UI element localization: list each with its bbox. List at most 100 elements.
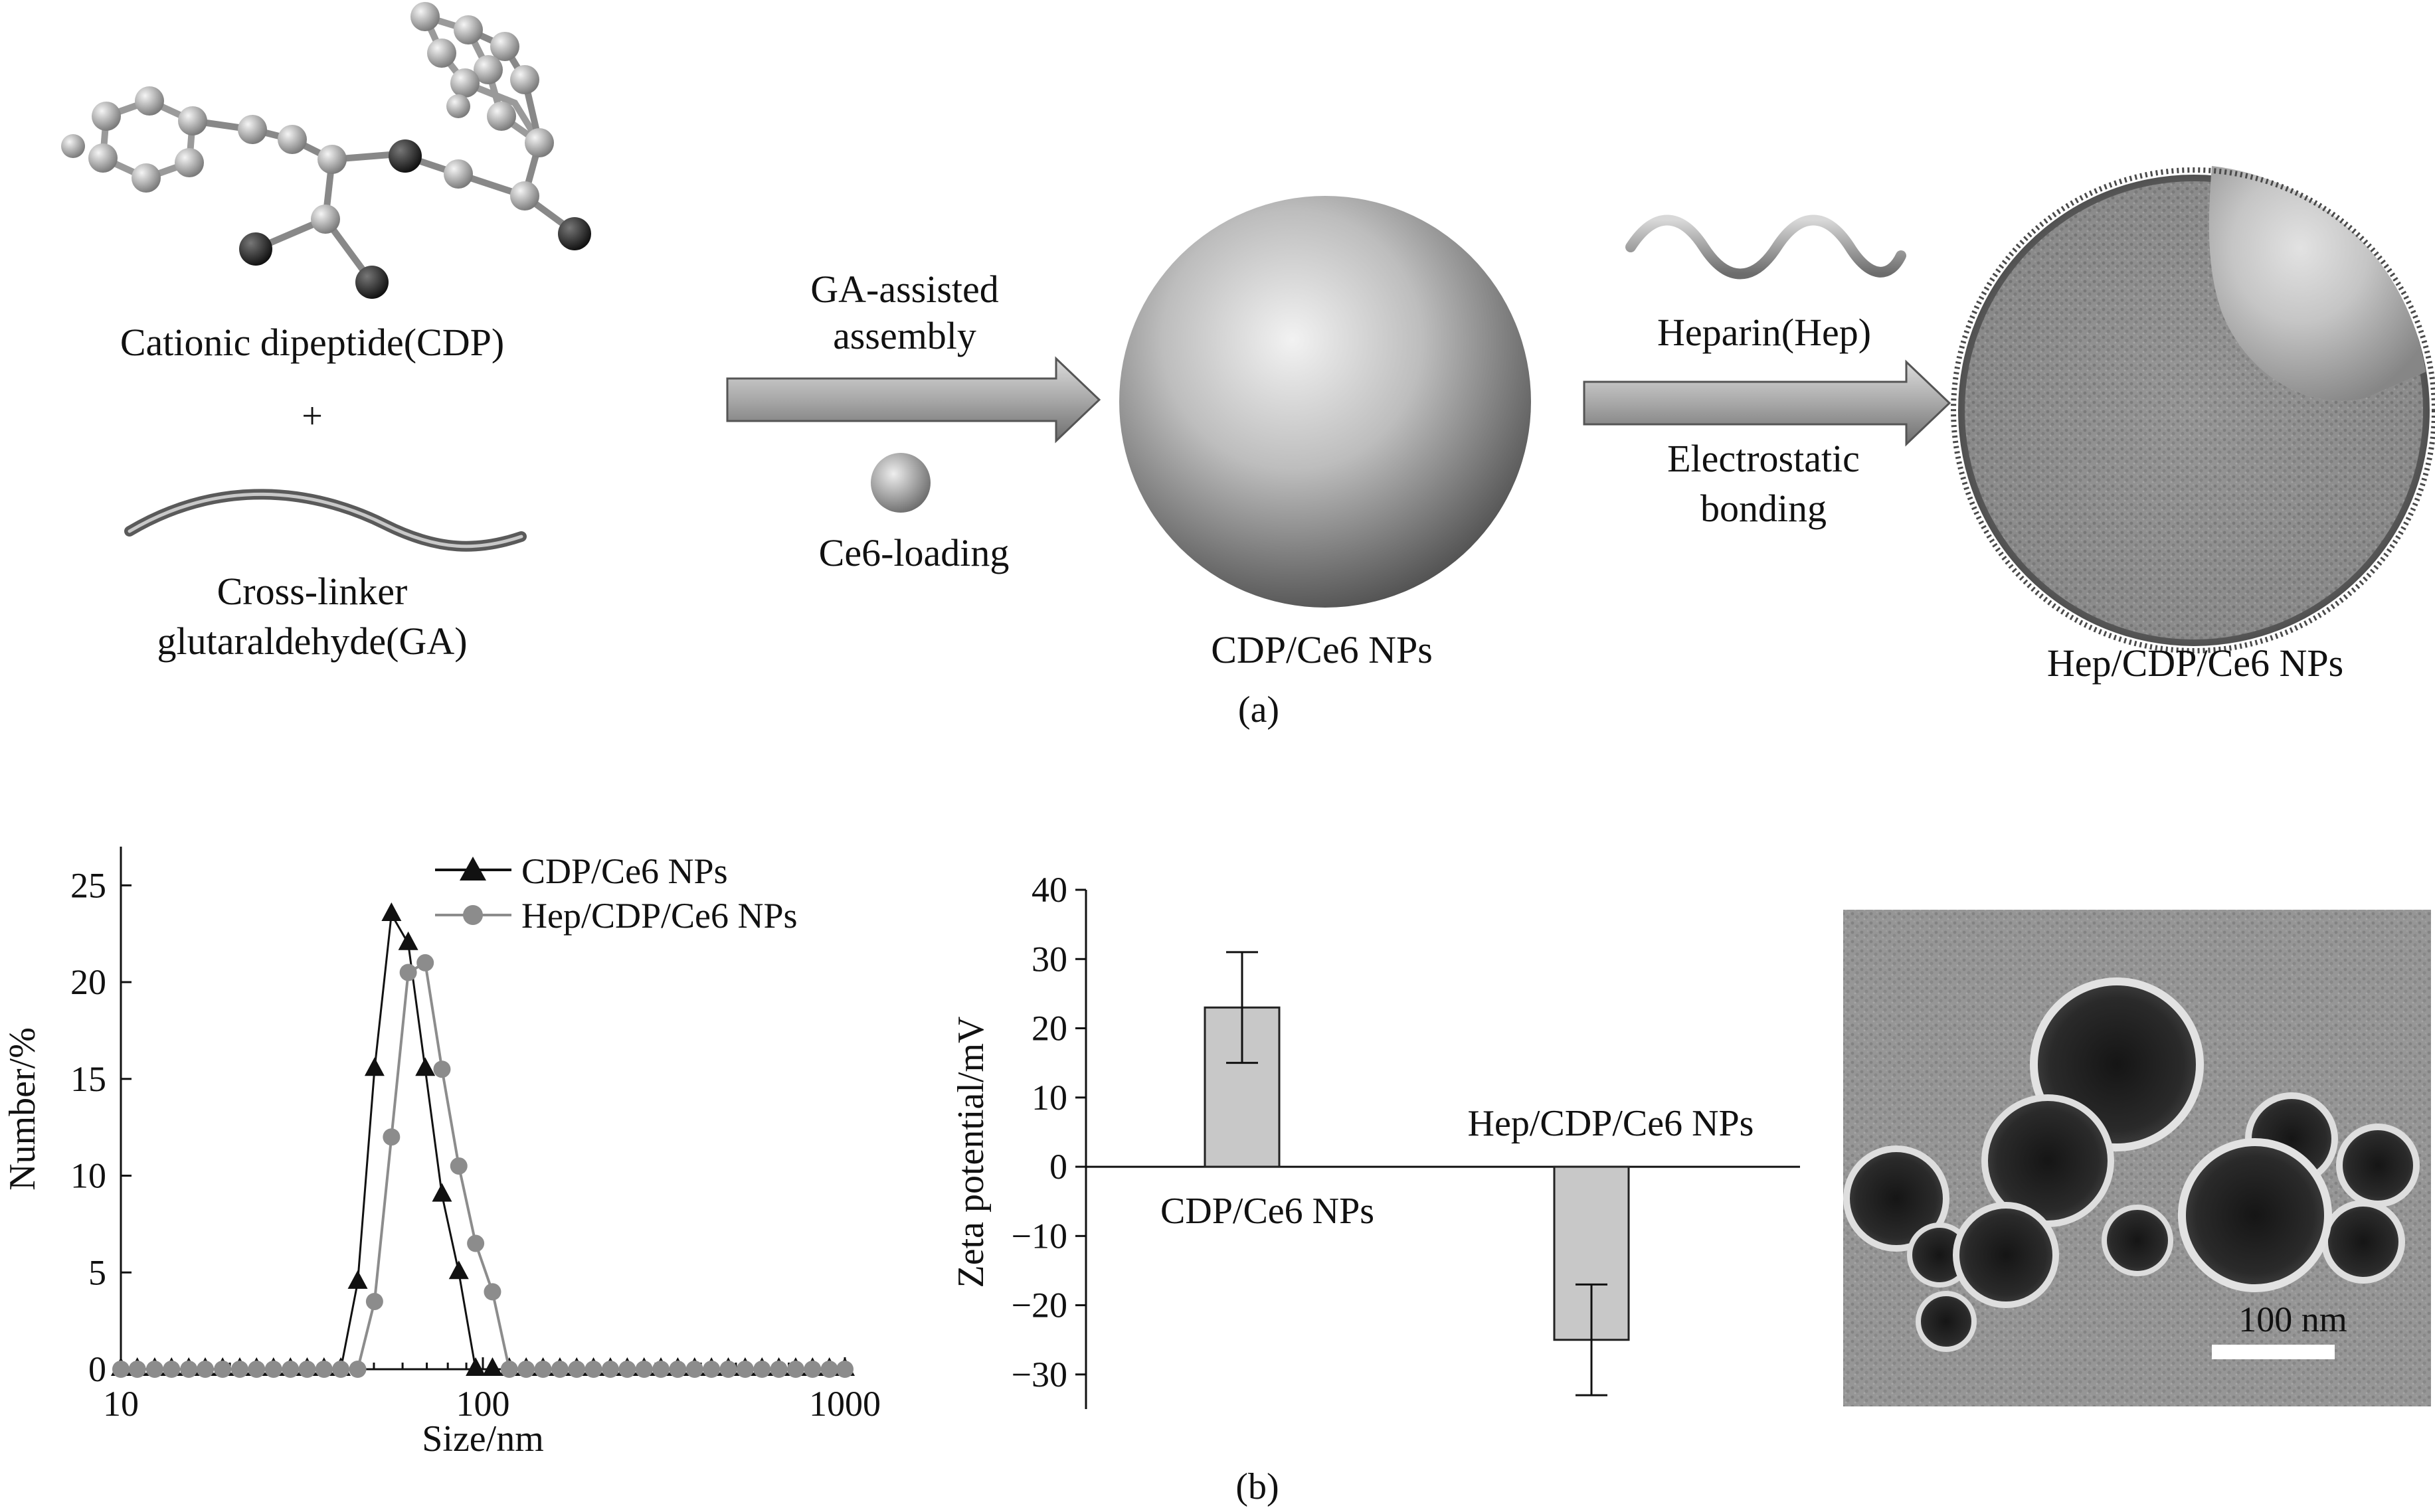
chart1-point-circle	[836, 1361, 854, 1378]
chart1-point-circle	[804, 1361, 822, 1378]
arrow2-label-line2: bonding	[1700, 487, 1827, 530]
tem-particles	[1843, 977, 2420, 1352]
panel-a-label: (a)	[1238, 689, 1279, 730]
chart1-point-triangle	[364, 1057, 385, 1076]
arrow2-label-line1: Electrostatic	[1667, 437, 1860, 480]
chart1-point-circle	[534, 1361, 552, 1378]
arrow1-label-line1: GA-assisted	[810, 268, 999, 311]
chart2-y-tick-label: 20	[1032, 1009, 1067, 1049]
chart1-point-circle	[467, 1234, 485, 1252]
legend-label-cdp: CDP/Ce6 NPs	[521, 851, 728, 891]
legend-marker-circle	[463, 905, 483, 925]
chart2-y-tick-label: 10	[1032, 1078, 1067, 1118]
heparin-ribbon-icon	[1625, 214, 1906, 280]
chart1-series-line	[121, 960, 845, 1371]
scale-bar-label: 100 nm	[2238, 1300, 2347, 1339]
chart1-point-circle	[383, 1128, 401, 1146]
chart1-point-circle	[618, 1361, 636, 1378]
chart1-point-circle	[517, 1361, 535, 1378]
chart1-point-circle	[180, 1361, 198, 1378]
chart1-point-circle	[736, 1361, 754, 1378]
chart1-point-circle	[450, 1157, 468, 1175]
cdp-ce6-nanoparticle-sphere	[1119, 196, 1531, 608]
chart1-point-circle	[635, 1361, 653, 1378]
np1-label: CDP/Ce6 NPs	[1211, 628, 1433, 671]
chart1-ticks: 0 5 10 15 20 25 10 100 1000	[70, 865, 881, 1424]
chart1-point-circle	[196, 1361, 214, 1378]
chart1-point-circle	[551, 1361, 569, 1378]
chart1-point-triangle	[415, 1057, 436, 1076]
tem-micrograph: 100 nm	[1843, 910, 2431, 1406]
chart2-bars	[1204, 951, 1630, 1396]
chart1-point-circle	[282, 1361, 300, 1378]
chart1-point-circle	[652, 1361, 670, 1378]
chart1-point-circle	[416, 954, 434, 971]
chart1-point-circle	[349, 1361, 367, 1378]
chart1-y-tick-label: 5	[88, 1252, 106, 1292]
legend-marker-triangle	[460, 857, 486, 881]
ce6-sphere-icon	[871, 453, 931, 513]
chart1-y-label: Number/%	[2, 1027, 43, 1191]
chart1-point-circle	[719, 1361, 737, 1378]
chart1-series	[111, 902, 855, 1378]
crosslinker-label-line2: glutaraldehyde(GA)	[157, 620, 467, 663]
chart2-category-label-hep: Hep/CDP/Ce6 NPs	[1468, 1103, 1754, 1144]
chart2-y-tick-label: 30	[1032, 939, 1067, 979]
chart1-point-triangle	[347, 1270, 368, 1289]
chart1-point-circle	[248, 1361, 266, 1378]
arrow1-label-line2: assembly	[833, 314, 976, 357]
chart1-y-tick-label: 15	[70, 1059, 106, 1099]
chart1-point-circle	[568, 1361, 586, 1378]
chart1-point-circle	[770, 1361, 788, 1378]
ga-strand-highlight	[128, 492, 523, 548]
hep-cdp-ce6-nanoparticle-sphere	[1951, 166, 2435, 653]
chart1-y-tick-label: 0	[88, 1349, 106, 1389]
chart1-point-triangle	[482, 1357, 503, 1376]
chart1-point-circle	[786, 1361, 804, 1378]
chart2-y-tick-label: 0	[1049, 1147, 1067, 1187]
chart1-point-circle	[433, 1060, 451, 1078]
chart1-point-circle	[315, 1361, 333, 1378]
scale-bar	[2212, 1345, 2335, 1359]
chart1-point-circle	[585, 1361, 602, 1378]
size-distribution-chart: 0 5 10 15 20 25 10 100 1000 Size/nm Number/% CDP…	[2, 847, 881, 1460]
chart2-y-tick-label: −10	[1012, 1216, 1067, 1256]
chart1-y-tick-label: 25	[70, 865, 106, 905]
chart1-series-line	[121, 911, 845, 1371]
chart1-point-circle	[703, 1361, 721, 1378]
scheme-panel-a: Cationic dipeptide(CDP) + Cross-linker g…	[61, 2, 2435, 730]
chart1-point-circle	[685, 1361, 703, 1378]
np2-label: Hep/CDP/Ce6 NPs	[2047, 641, 2343, 685]
chart1-point-circle	[214, 1361, 232, 1378]
crosslinker-label-line1: Cross-linker	[217, 570, 408, 613]
ce6-loading-label: Ce6-loading	[819, 531, 1010, 574]
chart1-point-triangle	[398, 931, 418, 950]
chart1-x-tick-label: 10	[103, 1384, 139, 1424]
chart1-point-circle	[399, 964, 417, 981]
panel-b-label: (b)	[1235, 1466, 1279, 1507]
chart2-ticks: −30 −20 −10 0 10 20 30 40	[1012, 870, 1800, 1394]
chart2-y-tick-label: −20	[1012, 1286, 1067, 1325]
chart1-point-circle	[112, 1361, 130, 1378]
chart1-point-triangle	[466, 1357, 486, 1376]
bonding-arrow-icon	[1583, 359, 1951, 447]
chart1-y-tick-label: 10	[70, 1156, 106, 1196]
chart1-point-triangle	[432, 1183, 452, 1202]
chart2-y-tick-label: 40	[1032, 870, 1067, 910]
heparin-label: Heparin(Hep)	[1657, 311, 1871, 354]
legend-label-hep: Hep/CDP/Ce6 NPs	[521, 896, 798, 936]
chart2-y-label: Zeta potential/mV	[950, 1017, 992, 1288]
chart1-x-tick-label: 1000	[809, 1384, 881, 1424]
chart1-x-label: Size/nm	[422, 1418, 544, 1460]
chart1-point-circle	[145, 1361, 163, 1378]
assembly-arrow-icon	[726, 356, 1101, 444]
chart1-point-circle	[128, 1361, 146, 1378]
chart1-point-triangle	[381, 902, 402, 922]
chart1-point-circle	[753, 1361, 771, 1378]
chart1-point-circle	[230, 1361, 248, 1378]
chart1-legend: CDP/Ce6 NPs Hep/CDP/Ce6 NPs	[435, 851, 798, 936]
chart1-point-triangle	[448, 1260, 469, 1280]
cdp-label: Cationic dipeptide(CDP)	[120, 321, 504, 364]
zeta-potential-chart: −30 −20 −10 0 10 20 30 40 Zeta potential/mV CDP…	[950, 870, 1800, 1409]
